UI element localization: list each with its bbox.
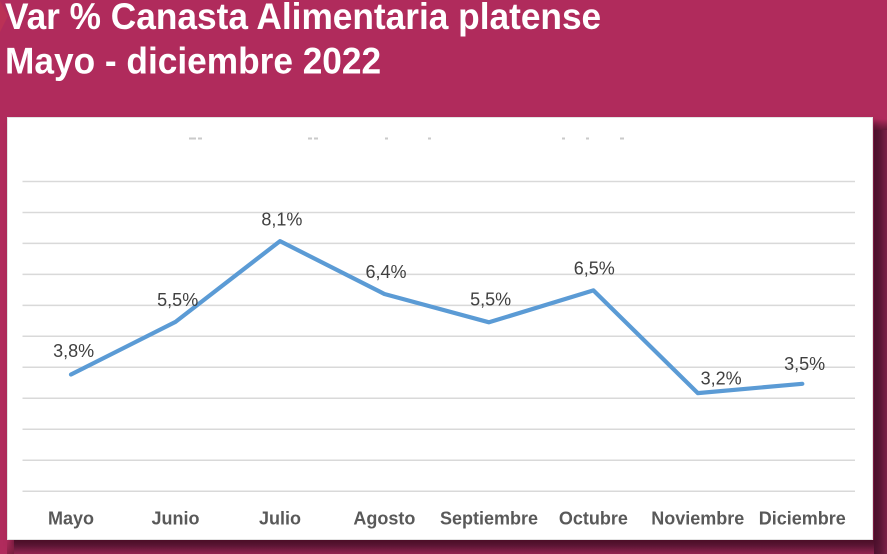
- svg-text:Junio: Junio: [152, 509, 200, 529]
- svg-text:Septiembre: Septiembre: [440, 509, 538, 529]
- svg-text:3,8%: 3,8%: [53, 341, 94, 361]
- svg-text:Diciembre: Diciembre: [759, 509, 846, 529]
- svg-text:6,5%: 6,5%: [574, 258, 615, 278]
- svg-text:Var % Canasta Alimentaria plat: Var % Canasta Alimentaria platense: [5, 0, 601, 37]
- svg-text:Mayo - diciembre 2022: Mayo - diciembre 2022: [5, 40, 381, 82]
- svg-text:Julio: Julio: [259, 509, 301, 529]
- svg-text:3,5%: 3,5%: [784, 354, 825, 374]
- svg-text:Agosto: Agosto: [353, 509, 415, 529]
- svg-text:6,4%: 6,4%: [365, 262, 406, 282]
- svg-text:8,1%: 8,1%: [261, 209, 302, 229]
- svg-text:Octubre: Octubre: [559, 509, 628, 529]
- svg-text:3,2%: 3,2%: [701, 368, 742, 388]
- svg-text:Mayo: Mayo: [48, 509, 94, 529]
- svg-text:5,5%: 5,5%: [470, 289, 511, 309]
- svg-text:Noviembre: Noviembre: [651, 509, 744, 529]
- svg-text:5,5%: 5,5%: [157, 290, 198, 310]
